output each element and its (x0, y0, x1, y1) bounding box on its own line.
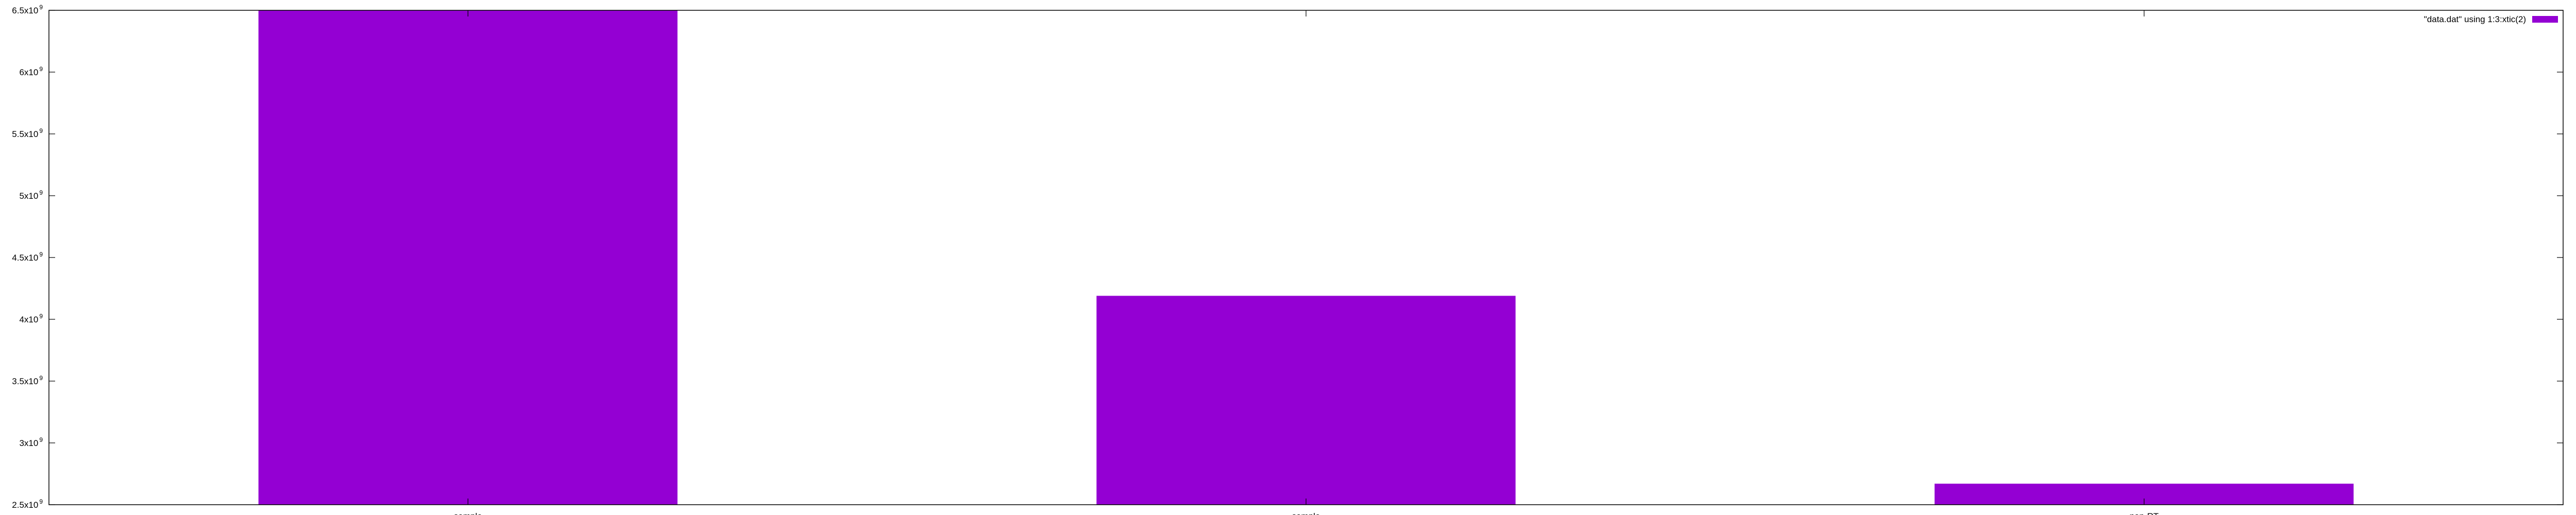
y-tick-exponent-4: 9 (39, 251, 43, 258)
y-tick-label-5: 5x10 9 (19, 189, 43, 201)
legend-label: "data.dat" using 1:3:xtic(2) (2424, 14, 2526, 24)
y-tick-exponent-0: 9 (39, 498, 43, 505)
y-tick-label-1: 3x10 9 (19, 436, 43, 448)
bars-group (258, 10, 2354, 505)
x-tick-label-0: sample (454, 511, 482, 515)
y-tick-exponent-2: 9 (39, 374, 43, 382)
legend: "data.dat" using 1:3:xtic(2) (2424, 14, 2558, 24)
x-tick-label-1: sample (1292, 511, 1320, 515)
x-axis-ticks: sample sample non-RT (454, 10, 2159, 515)
y-tick-label-4: 4.5x10 9 (12, 251, 43, 263)
y-tick-label-3: 4x10 9 (19, 313, 43, 324)
y-tick-mantissa-2: 3.5x10 (12, 376, 38, 386)
y-tick-label-0: 2.5x10 9 (12, 498, 43, 510)
bar-0 (258, 10, 678, 505)
y-tick-mantissa-3: 4x10 (19, 315, 38, 324)
y-tick-label-7: 6x10 9 (19, 65, 43, 77)
y-tick-label-8: 6.5x10 9 (12, 4, 43, 15)
y-tick-label-6: 5.5x10 9 (12, 127, 43, 139)
y-tick-mantissa-4: 4.5x10 (12, 253, 38, 263)
bar-1 (1096, 296, 1516, 505)
y-tick-mantissa-8: 6.5x10 (12, 6, 38, 15)
y-tick-exponent-3: 9 (39, 313, 43, 320)
y-tick-mantissa-0: 2.5x10 (12, 500, 38, 510)
y-tick-mantissa-5: 5x10 (19, 191, 38, 201)
y-tick-exponent-6: 9 (39, 127, 43, 134)
y-tick-mantissa-6: 5.5x10 (12, 129, 38, 139)
plot-border (48, 10, 2564, 505)
y-tick-label-2: 3.5x10 9 (12, 374, 43, 386)
y-tick-exponent-5: 9 (39, 189, 43, 196)
y-tick-mantissa-1: 3x10 (19, 438, 38, 448)
y-tick-exponent-8: 9 (39, 4, 43, 11)
y-tick-mantissa-7: 6x10 (19, 67, 38, 77)
y-tick-exponent-7: 9 (39, 65, 43, 73)
legend-swatch (2532, 16, 2558, 23)
y-tick-exponent-1: 9 (39, 436, 43, 443)
x-tick-label-2: non-RT (2129, 511, 2158, 515)
